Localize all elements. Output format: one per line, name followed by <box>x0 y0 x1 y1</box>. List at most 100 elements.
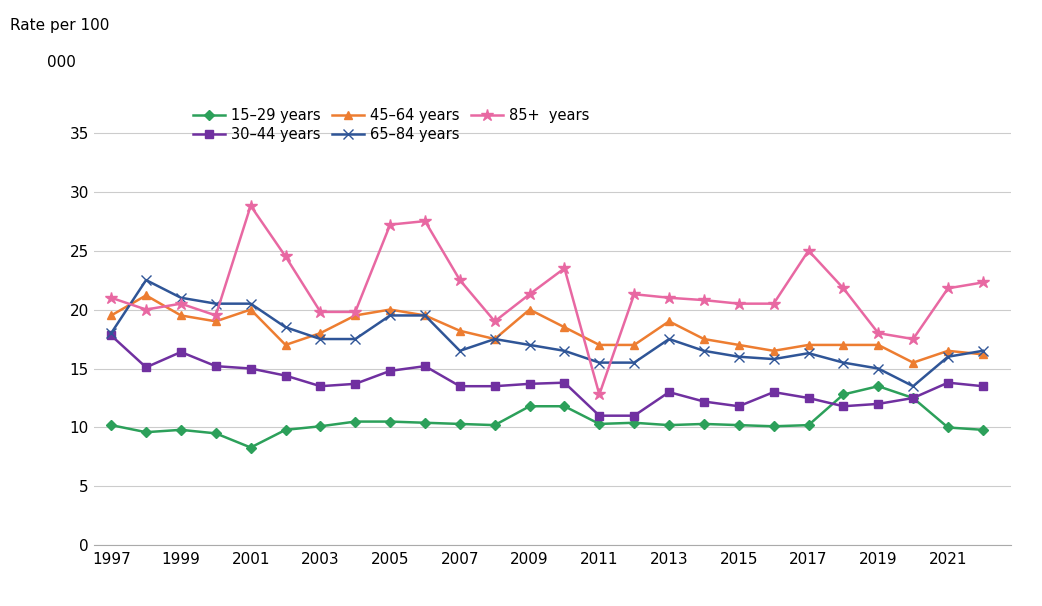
65–84 years <box>489 335 501 342</box>
85+  years <box>349 308 362 316</box>
45–64 years <box>314 330 326 337</box>
45–64 years <box>976 351 989 358</box>
65–84 years <box>976 347 989 355</box>
15–29 years <box>767 422 779 430</box>
65–84 years <box>628 359 641 366</box>
15–29 years <box>593 421 605 428</box>
85+  years <box>279 253 292 260</box>
45–64 years <box>383 306 396 313</box>
85+  years <box>837 285 849 292</box>
30–44 years <box>593 412 605 419</box>
15–29 years <box>942 424 954 431</box>
30–44 years <box>907 395 919 402</box>
15–29 years <box>349 418 362 425</box>
85+  years <box>453 276 466 284</box>
45–64 years <box>872 341 885 348</box>
15–29 years <box>663 422 675 429</box>
Text: 000: 000 <box>47 55 76 70</box>
65–84 years <box>907 382 919 390</box>
45–64 years <box>767 347 779 355</box>
65–84 years <box>593 359 605 366</box>
15–29 years <box>209 430 222 437</box>
15–29 years <box>175 426 188 433</box>
45–64 years <box>733 341 745 348</box>
45–64 years <box>489 335 501 342</box>
15–29 years <box>523 402 536 410</box>
45–64 years <box>628 341 641 348</box>
30–44 years <box>453 382 466 390</box>
Line: 30–44 years: 30–44 years <box>107 331 987 420</box>
85+  years <box>419 218 431 225</box>
65–84 years <box>349 335 362 342</box>
45–64 years <box>942 347 954 355</box>
30–44 years <box>628 412 641 419</box>
30–44 years <box>942 379 954 386</box>
45–64 years <box>419 312 431 319</box>
15–29 years <box>314 422 326 430</box>
15–29 years <box>419 419 431 427</box>
45–64 years <box>698 335 711 342</box>
65–84 years <box>245 300 257 307</box>
65–84 years <box>802 350 815 357</box>
30–44 years <box>349 380 362 387</box>
15–29 years <box>802 422 815 429</box>
65–84 years <box>419 312 431 319</box>
30–44 years <box>209 362 222 370</box>
45–64 years <box>523 306 536 313</box>
30–44 years <box>663 388 675 396</box>
30–44 years <box>105 332 118 339</box>
30–44 years <box>383 367 396 375</box>
45–64 years <box>802 341 815 348</box>
45–64 years <box>907 359 919 366</box>
30–44 years <box>559 379 571 386</box>
30–44 years <box>140 364 152 371</box>
30–44 years <box>419 362 431 370</box>
15–29 years <box>976 426 989 433</box>
Legend: 15–29 years, 30–44 years, 45–64 years, 65–84 years, 85+  years: 15–29 years, 30–44 years, 45–64 years, 6… <box>193 108 590 142</box>
85+  years <box>628 291 641 298</box>
15–29 years <box>733 422 745 429</box>
30–44 years <box>279 372 292 379</box>
45–64 years <box>663 318 675 325</box>
65–84 years <box>279 324 292 331</box>
45–64 years <box>105 312 118 319</box>
65–84 years <box>767 356 779 363</box>
85+  years <box>209 312 222 319</box>
85+  years <box>559 265 571 272</box>
65–84 years <box>698 347 711 355</box>
30–44 years <box>872 400 885 407</box>
85+  years <box>976 279 989 286</box>
30–44 years <box>523 380 536 387</box>
85+  years <box>383 221 396 228</box>
85+  years <box>105 294 118 301</box>
85+  years <box>140 306 152 313</box>
85+  years <box>593 391 605 398</box>
15–29 years <box>872 382 885 390</box>
85+  years <box>872 330 885 337</box>
15–29 years <box>245 444 257 451</box>
15–29 years <box>279 426 292 433</box>
30–44 years <box>698 398 711 405</box>
65–84 years <box>453 347 466 355</box>
Line: 65–84 years: 65–84 years <box>106 275 988 391</box>
45–64 years <box>349 312 362 319</box>
45–64 years <box>140 291 152 299</box>
65–84 years <box>837 359 849 366</box>
15–29 years <box>907 395 919 402</box>
85+  years <box>245 202 257 210</box>
85+  years <box>907 335 919 342</box>
30–44 years <box>802 395 815 402</box>
15–29 years <box>489 422 501 429</box>
45–64 years <box>837 341 849 348</box>
85+  years <box>733 300 745 307</box>
45–64 years <box>245 306 257 313</box>
15–29 years <box>140 428 152 436</box>
15–29 years <box>698 421 711 428</box>
85+  years <box>489 318 501 325</box>
85+  years <box>663 294 675 301</box>
85+  years <box>175 300 188 307</box>
45–64 years <box>209 318 222 325</box>
30–44 years <box>733 402 745 410</box>
45–64 years <box>593 341 605 348</box>
15–29 years <box>453 421 466 428</box>
